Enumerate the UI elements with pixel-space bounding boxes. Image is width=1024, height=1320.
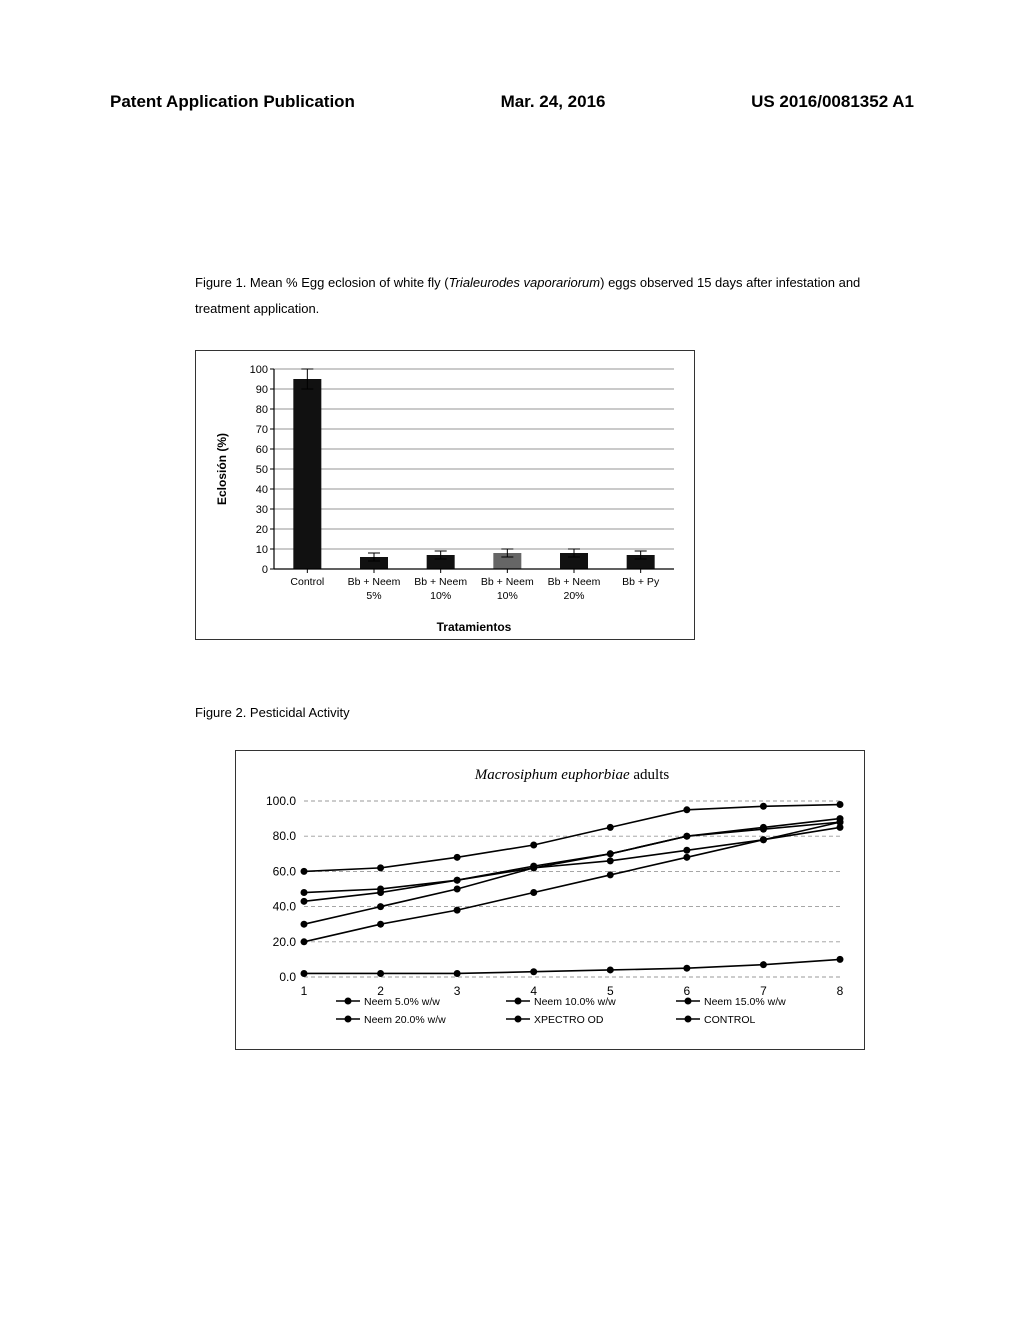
header-date: Mar. 24, 2016 — [501, 92, 606, 112]
fig1-caption-prefix: Figure 1. Mean % Egg eclosion of white f… — [195, 275, 449, 290]
fig1-caption-species: Trialeurodes vaporariorum — [449, 275, 601, 290]
svg-text:70: 70 — [256, 424, 268, 436]
svg-text:Bb + Neem: Bb + Neem — [548, 576, 601, 588]
svg-text:20%: 20% — [563, 590, 584, 602]
svg-text:0.0: 0.0 — [279, 970, 296, 984]
svg-text:Neem 10.0% w/w: Neem 10.0% w/w — [534, 996, 616, 1008]
svg-text:10%: 10% — [430, 590, 451, 602]
svg-text:Bb + Neem: Bb + Neem — [414, 576, 467, 588]
page-header: Patent Application Publication Mar. 24, … — [0, 92, 1024, 112]
svg-text:10%: 10% — [497, 590, 518, 602]
figure2-svg: Macrosiphum euphorbiae adults 0.0 20.0 40.0… — [236, 751, 864, 1049]
svg-text:100: 100 — [250, 364, 268, 376]
svg-text:Neem 15.0% w/w: Neem 15.0% w/w — [704, 996, 786, 1008]
svg-text:XPECTRO OD: XPECTRO OD — [534, 1014, 604, 1026]
header-left: Patent Application Publication — [110, 92, 355, 112]
svg-text:40.0: 40.0 — [273, 900, 297, 914]
svg-text:5%: 5% — [366, 590, 381, 602]
figure1-chart: 0 10 20 30 40 50 60 70 80 90 100 Control Bb + Neem 5%… — [195, 350, 695, 640]
svg-text:20.0: 20.0 — [273, 935, 297, 949]
figure2-chart: Macrosiphum euphorbiae adults 0.0 20.0 40.0… — [235, 750, 865, 1050]
svg-text:8: 8 — [837, 984, 844, 998]
svg-text:100.0: 100.0 — [266, 794, 296, 808]
svg-text:Eclosión (%): Eclosión (%) — [215, 433, 229, 505]
svg-text:Tratamientos: Tratamientos — [437, 620, 512, 634]
figure2-caption: Figure 2. Pesticidal Activity — [195, 700, 894, 726]
patent-page: Patent Application Publication Mar. 24, … — [0, 0, 1024, 1320]
svg-text:Bb + Neem: Bb + Neem — [348, 576, 401, 588]
figure1-caption: Figure 1. Mean % Egg eclosion of white f… — [195, 270, 894, 322]
svg-text:Neem 20.0% w/w: Neem 20.0% w/w — [364, 1014, 446, 1026]
svg-text:1: 1 — [301, 984, 308, 998]
page-content: Figure 1. Mean % Egg eclosion of white f… — [195, 270, 894, 1050]
svg-text:60: 60 — [256, 444, 268, 456]
svg-text:80.0: 80.0 — [273, 829, 297, 843]
header-pubnum: US 2016/0081352 A1 — [751, 92, 914, 112]
svg-text:3: 3 — [454, 984, 461, 998]
svg-text:90: 90 — [256, 384, 268, 396]
fig2-caption-text: Figure 2. Pesticidal Activity — [195, 705, 350, 720]
svg-text:60.0: 60.0 — [273, 864, 297, 878]
svg-text:Macrosiphum euphorbiae adults: Macrosiphum euphorbiae adults — [474, 767, 670, 783]
figure1-svg: 0 10 20 30 40 50 60 70 80 90 100 Control Bb + Neem 5%… — [196, 351, 694, 639]
svg-text:40: 40 — [256, 484, 268, 496]
svg-text:Neem 5.0% w/w: Neem 5.0% w/w — [364, 996, 440, 1008]
svg-text:50: 50 — [256, 464, 268, 476]
svg-text:Bb + Neem: Bb + Neem — [481, 576, 534, 588]
svg-text:20: 20 — [256, 524, 268, 536]
svg-text:0: 0 — [262, 564, 268, 576]
svg-text:Bb + Py: Bb + Py — [622, 576, 660, 588]
svg-text:CONTROL: CONTROL — [704, 1014, 755, 1026]
svg-text:30: 30 — [256, 504, 268, 516]
svg-text:6: 6 — [684, 984, 691, 998]
svg-text:10: 10 — [256, 544, 268, 556]
svg-text:80: 80 — [256, 404, 268, 416]
svg-text:Control: Control — [290, 576, 324, 588]
